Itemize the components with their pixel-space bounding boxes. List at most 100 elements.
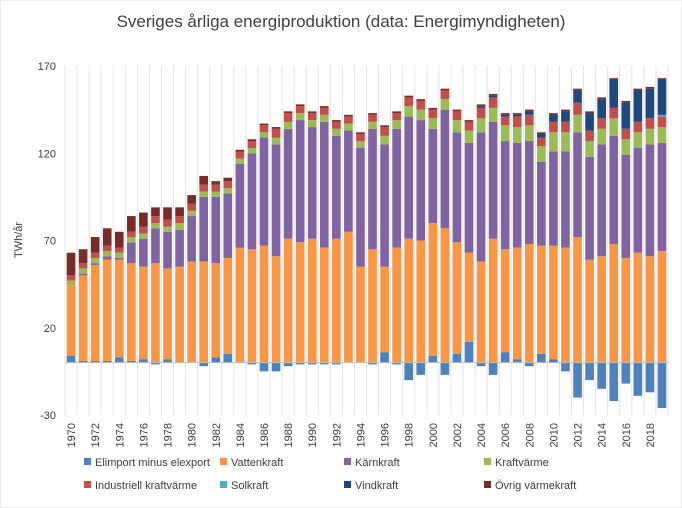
bar-segment <box>657 78 667 80</box>
bar-segment <box>271 137 281 145</box>
bar-segment <box>235 247 245 363</box>
bar-segment <box>356 134 365 142</box>
bar-segment <box>621 257 631 363</box>
bar-segment <box>78 263 88 269</box>
bar-segment <box>404 97 414 107</box>
bar-segment <box>537 137 546 147</box>
x-tick-label: 1996 <box>380 423 392 447</box>
bar-segment <box>356 132 365 135</box>
bar-segment <box>102 245 112 251</box>
bar-segment <box>549 151 558 246</box>
bar-segment <box>319 121 329 248</box>
x-tick-label: 2006 <box>500 423 512 447</box>
bar-segment <box>199 184 209 192</box>
bar-segment <box>609 362 619 402</box>
bar-segment <box>585 141 594 157</box>
bar-segment <box>175 223 184 231</box>
y-tick-label: 120 <box>38 148 56 160</box>
bar-segment <box>332 120 341 122</box>
x-tick-label: 1990 <box>307 423 319 447</box>
bar-segment <box>163 226 172 232</box>
bar-segment <box>259 245 269 363</box>
bar-segment <box>259 132 269 138</box>
bar-segment <box>78 360 88 363</box>
bar-segment <box>368 128 377 250</box>
bar-segment <box>283 121 293 129</box>
bar-segment <box>114 357 124 363</box>
bar-segment <box>440 109 450 229</box>
bar-segment <box>319 362 329 365</box>
bar-segment <box>464 142 474 253</box>
bar-segment <box>139 359 148 363</box>
x-tick-label: 2012 <box>573 423 585 447</box>
bar-segment <box>78 268 88 274</box>
bar-segment <box>139 238 148 267</box>
bar-segment <box>223 257 233 354</box>
bar-segment <box>163 268 172 360</box>
bar-segment <box>633 148 643 253</box>
bar-segment <box>187 203 196 211</box>
bar-segment <box>500 125 510 142</box>
bar-segment <box>380 144 389 267</box>
bar-segment <box>90 237 100 253</box>
bar-segment <box>139 266 148 360</box>
bar-segment <box>488 238 498 363</box>
bar-segment <box>151 263 160 363</box>
bar-segment <box>66 355 76 363</box>
bar-segment <box>500 116 510 126</box>
bar-segment <box>380 352 389 363</box>
bar-segment <box>295 362 305 365</box>
bar-segment <box>524 243 534 363</box>
bar-segment <box>235 158 245 164</box>
bar-segment <box>235 149 245 152</box>
bar-segment <box>500 114 510 117</box>
bar-segment <box>633 121 643 133</box>
bar-segment <box>416 120 426 241</box>
bar-segment <box>380 135 389 145</box>
bar-segment <box>452 109 462 112</box>
bar-segment <box>476 104 486 107</box>
bar-segment <box>621 100 631 103</box>
legend-swatch <box>344 458 351 465</box>
bar-segment <box>404 106 414 117</box>
legend-label: Vindkraft <box>355 480 398 492</box>
bar-segment <box>452 353 462 363</box>
bar-segment <box>452 132 462 243</box>
bar-segment <box>102 360 112 363</box>
bar-segment <box>102 259 112 361</box>
bar-segment <box>512 142 522 248</box>
bar-segment <box>428 223 438 356</box>
bar-segment <box>645 86 655 89</box>
bar-segment <box>657 142 667 251</box>
bar-segment <box>609 107 619 119</box>
bar-segment <box>428 355 438 363</box>
bar-segment <box>319 114 329 122</box>
x-tick-label: 2004 <box>476 423 488 447</box>
x-tick-label: 2000 <box>428 423 440 447</box>
bar-segment <box>645 128 655 145</box>
bar-segment <box>175 216 184 224</box>
y-axis-label: TWh/år <box>13 222 25 258</box>
bar-segment <box>573 237 582 363</box>
bar-segment <box>597 144 607 257</box>
bar-segment <box>561 151 570 248</box>
bar-segment <box>524 111 534 115</box>
bar-segment <box>187 210 196 217</box>
bar-segment <box>657 114 667 117</box>
bar-segment <box>597 99 607 119</box>
bar-segment <box>597 118 607 129</box>
x-tick-label: 2010 <box>548 423 560 447</box>
bar-segment <box>283 128 293 239</box>
legend: Elimport minus elexport Vattenkraft Kärnkr… <box>84 457 576 492</box>
bar-segment <box>90 252 100 258</box>
bar-segment <box>90 360 100 363</box>
bar-segment <box>271 128 281 138</box>
bar-segment <box>392 111 401 114</box>
bar-segment <box>573 102 582 115</box>
bar-segment <box>235 151 245 159</box>
bar-segment <box>163 231 172 269</box>
bar-segment <box>295 104 305 107</box>
bar-segment <box>211 196 221 264</box>
bar-segment <box>633 90 643 122</box>
